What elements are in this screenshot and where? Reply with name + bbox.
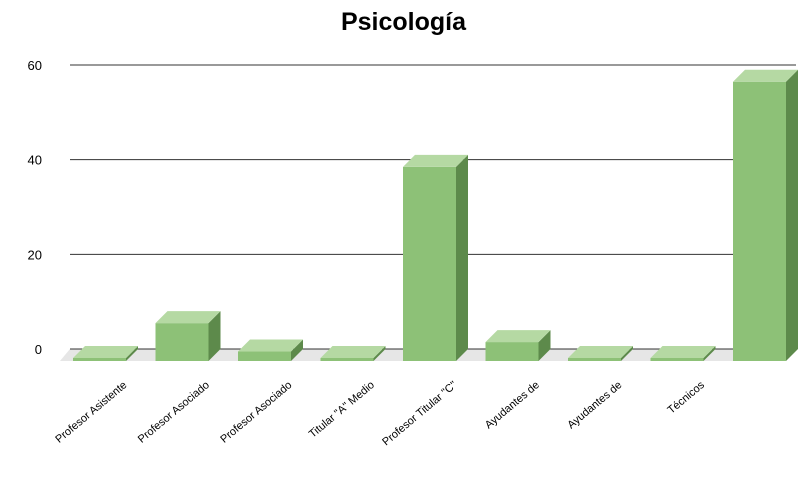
- bar-top: [155, 311, 221, 324]
- bar-front: [568, 358, 621, 361]
- bar-front: [320, 358, 374, 361]
- bar-front: [73, 358, 126, 361]
- bar-top: [73, 346, 138, 358]
- bar-front: [238, 351, 291, 361]
- bar: [403, 154, 468, 361]
- bar-side: [538, 330, 551, 361]
- x-tick-label: Profesor Asistente: [53, 379, 129, 446]
- bar-front: [403, 166, 456, 361]
- bars: [73, 69, 798, 361]
- bar: [733, 69, 798, 361]
- bar: [320, 346, 386, 361]
- bar-top: [485, 330, 551, 343]
- bar-top: [568, 346, 633, 358]
- bar-side: [786, 69, 798, 361]
- bar: [238, 339, 303, 361]
- x-tick-label: Profesor Asociado: [136, 379, 212, 446]
- x-tick-label: Titular "A" Medio: [307, 379, 377, 440]
- bar-side: [291, 339, 303, 361]
- bar-front: [733, 81, 786, 361]
- bar-side: [373, 346, 386, 361]
- bar-side: [703, 346, 716, 361]
- bar-top: [733, 69, 798, 82]
- bar: [485, 330, 551, 361]
- bar-front: [485, 342, 539, 361]
- bar-side: [456, 154, 468, 361]
- x-tick-label: Ayudantes de: [483, 379, 542, 431]
- x-tick-label: Profesor Asociado: [218, 379, 294, 446]
- bar: [568, 346, 633, 361]
- bar-top: [320, 346, 386, 358]
- y-tick-label: 0: [35, 342, 42, 357]
- bar-front: [650, 358, 704, 361]
- y-tick-label: 40: [28, 153, 42, 168]
- chart-title: Psicología: [340, 8, 467, 36]
- bar-side: [126, 346, 138, 361]
- x-axis-labels: Profesor Asistente Profesor Asociado Profe…: [53, 379, 707, 449]
- bar-top: [650, 346, 716, 358]
- y-tick-label: 20: [28, 247, 42, 262]
- x-tick-label: Profesor Titular "C": [380, 379, 459, 448]
- bar: [73, 346, 138, 361]
- y-axis-ticks: 0 20 40 60: [28, 58, 42, 357]
- bar: [155, 311, 221, 361]
- bar: [650, 346, 716, 361]
- y-tick-label: 60: [28, 58, 42, 73]
- x-tick-label: Ayudantes de: [565, 379, 624, 431]
- bar-top: [403, 154, 468, 167]
- bar-front: [155, 323, 209, 361]
- bar-side: [208, 311, 221, 361]
- x-tick-label: Técnicos: [665, 379, 707, 417]
- bar-side: [621, 346, 633, 361]
- bar-top: [238, 339, 303, 352]
